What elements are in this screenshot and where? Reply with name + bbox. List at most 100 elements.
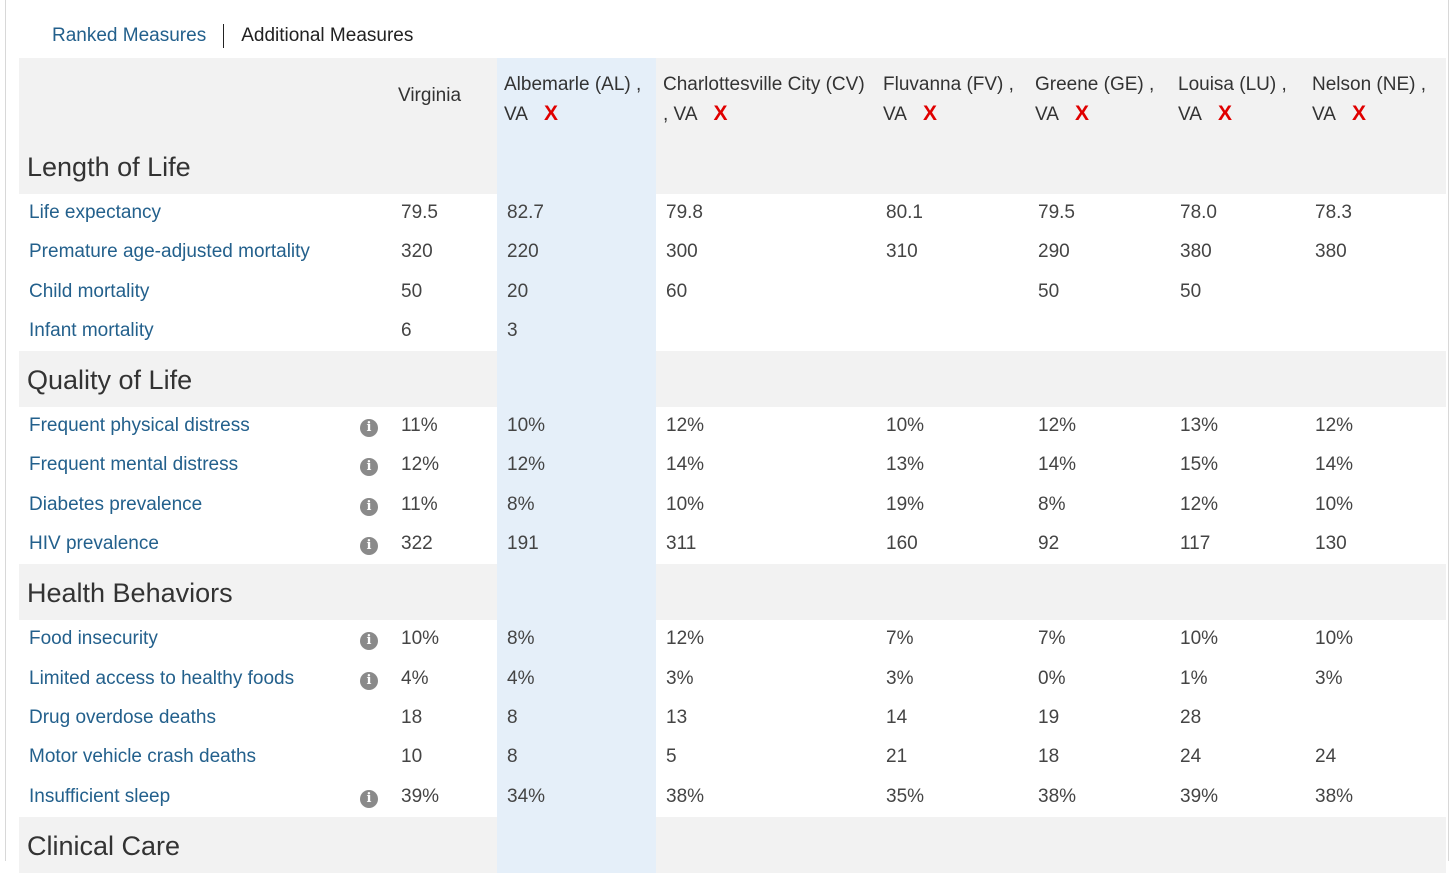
value-virginia: 12%	[401, 454, 440, 476]
value-county: 28	[1180, 706, 1202, 728]
value-county: 10%	[1315, 628, 1354, 650]
table-row: Motor vehicle crash deaths 10 8 5 21 18 24 24	[19, 738, 1446, 778]
value-virginia: 50	[401, 280, 423, 302]
measure-link[interactable]: Child mortality	[29, 280, 150, 302]
value-county: 310	[886, 241, 918, 263]
value-county: 191	[507, 533, 539, 555]
value-county: 12%	[1180, 493, 1219, 515]
highlight-column-cell	[497, 485, 656, 526]
table-row: Life expectancy 79.5 82.7 79.8 80.1 79.5 78.0 7…	[19, 194, 1446, 234]
highlight-column-cell	[497, 138, 656, 194]
measure-link[interactable]: Limited access to healthy foods	[29, 667, 295, 689]
county-name: Albemarle (AL) ,	[504, 74, 642, 95]
info-icon[interactable]: i	[360, 671, 378, 690]
column-header-county: Charlottesville City (CV) , VA X	[663, 70, 865, 129]
value-county: 3	[507, 319, 518, 341]
highlight-column-cell	[497, 816, 656, 873]
tab-additional-measures[interactable]: Additional Measures	[241, 25, 414, 46]
value-county: 290	[1038, 241, 1070, 263]
value-county: 92	[1038, 533, 1060, 555]
highlight-column-cell	[497, 194, 656, 234]
section-header-row: Quality of Life	[19, 351, 1446, 408]
measure-link[interactable]: Infant mortality	[29, 319, 154, 341]
remove-county-icon[interactable]: X	[1217, 102, 1232, 125]
info-icon[interactable]: i	[360, 632, 378, 651]
highlight-column-cell	[497, 698, 656, 739]
value-county: 8	[507, 746, 518, 768]
table-row: Frequent mental distress i 12% 12% 14% 13% 14%…	[19, 446, 1446, 486]
remove-county-icon[interactable]: X	[1351, 102, 1366, 125]
measure-link[interactable]: Diabetes prevalence	[29, 493, 203, 515]
value-county: 24	[1180, 746, 1202, 768]
remove-county-icon[interactable]: X	[1074, 102, 1089, 125]
county-name: Fluvanna (FV) ,	[883, 74, 1014, 95]
section-title: Health Behaviors	[27, 578, 233, 609]
highlight-column-cell	[497, 738, 656, 778]
value-county: 38%	[666, 785, 705, 807]
measure-link[interactable]: Motor vehicle crash deaths	[29, 746, 257, 768]
county-name: Greene (GE) ,	[1035, 74, 1155, 95]
info-icon[interactable]: i	[360, 537, 378, 556]
column-header-county: Louisa (LU) , VA X	[1178, 70, 1287, 129]
measure-link[interactable]: HIV prevalence	[29, 533, 159, 555]
measure-link[interactable]: Frequent physical distress	[29, 415, 250, 437]
remove-county-icon[interactable]: X	[543, 102, 558, 125]
value-county: 8	[507, 706, 518, 728]
value-county: 10%	[1180, 628, 1219, 650]
info-icon[interactable]: i	[360, 458, 378, 477]
value-county: 80.1	[886, 202, 923, 223]
info-icon[interactable]: i	[360, 789, 378, 808]
measure-link[interactable]: Frequent mental distress	[29, 454, 239, 476]
value-county: 14%	[1038, 454, 1077, 476]
value-county: 13%	[886, 454, 925, 476]
value-county: 380	[1180, 241, 1212, 263]
value-county: 160	[886, 533, 918, 555]
value-county: 12%	[507, 454, 546, 476]
table-row: Infant mortality 6 3	[19, 311, 1446, 352]
value-county: 38%	[1315, 785, 1354, 807]
highlight-column-header	[497, 58, 656, 138]
info-icon[interactable]: i	[360, 497, 378, 516]
measure-link[interactable]: Insufficient sleep	[29, 785, 171, 807]
value-county: 38%	[1038, 785, 1077, 807]
highlight-column-cell	[497, 351, 656, 408]
right-border	[1448, 0, 1449, 861]
measure-link[interactable]: Life expectancy	[29, 202, 162, 223]
table-row: Premature age-adjusted mortality 320 220 30…	[19, 233, 1446, 273]
section-title: Length of Life	[27, 152, 191, 182]
remove-county-icon[interactable]: X	[713, 102, 728, 125]
value-county: 18	[1038, 746, 1060, 768]
info-icon[interactable]: i	[360, 419, 378, 438]
value-county: 15%	[1180, 454, 1219, 476]
value-county: 130	[1315, 533, 1347, 555]
value-county: 7%	[1038, 628, 1066, 650]
measure-link[interactable]: Premature age-adjusted mortality	[29, 241, 310, 263]
value-virginia: 4%	[401, 667, 429, 689]
value-county: 24	[1315, 746, 1337, 768]
county-state: VA	[1312, 104, 1336, 125]
value-county: 12%	[1315, 415, 1354, 437]
measure-link[interactable]: Food insecurity	[29, 628, 158, 650]
highlight-column-cell	[497, 777, 656, 817]
measure-link[interactable]: Drug overdose deaths	[29, 706, 216, 728]
value-virginia: 39%	[401, 785, 440, 807]
value-county: 19%	[886, 493, 925, 515]
column-header-county: Greene (GE) , VA X	[1035, 70, 1154, 129]
value-county: 50	[1038, 280, 1060, 302]
section-header-row: Length of Life	[19, 138, 1446, 194]
value-county: 79.5	[1038, 202, 1075, 223]
highlight-column-cell	[497, 659, 656, 699]
county-state: VA	[1178, 104, 1202, 125]
value-county: 7%	[886, 628, 914, 650]
value-county: 14%	[1315, 454, 1354, 476]
value-county: 311	[666, 533, 697, 555]
remove-county-icon[interactable]: X	[922, 102, 937, 125]
value-virginia: 11%	[401, 415, 438, 437]
value-county: 34%	[507, 785, 546, 807]
value-virginia: 11%	[401, 493, 438, 515]
value-county: 12%	[666, 415, 705, 437]
column-header-county: Albemarle (AL) , VA X	[504, 70, 641, 129]
tab-ranked-measures[interactable]: Ranked Measures	[52, 25, 207, 46]
value-virginia: 18	[401, 706, 423, 728]
value-virginia: 320	[401, 241, 433, 263]
